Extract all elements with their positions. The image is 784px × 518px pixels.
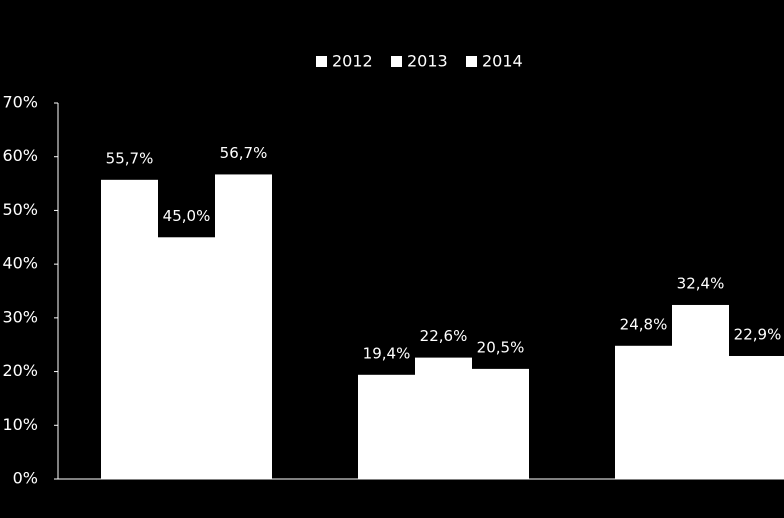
y-tick-label: 20% [2, 361, 38, 380]
value-label: 22,9% [734, 325, 782, 343]
y-tick-label: 70% [2, 93, 38, 112]
legend-swatch [391, 56, 402, 67]
value-label: 55,7% [106, 149, 154, 167]
bar [729, 355, 784, 479]
legend-swatch [466, 56, 477, 67]
bar [672, 304, 729, 479]
legend-label: 2013 [407, 52, 448, 71]
bar [215, 174, 272, 479]
value-label: 19,4% [363, 344, 411, 362]
y-tick-label: 60% [2, 146, 38, 165]
value-label: 56,7% [220, 144, 268, 162]
y-tick-label: 10% [2, 415, 38, 434]
bar [101, 179, 158, 479]
bar [415, 357, 472, 479]
y-tick-label: 0% [13, 469, 38, 488]
legend-label: 2012 [332, 52, 373, 71]
y-tick-label: 30% [2, 307, 38, 326]
value-label: 22,6% [420, 327, 468, 345]
value-label: 32,4% [677, 274, 725, 292]
value-label: 45,0% [163, 207, 211, 225]
bar [358, 374, 415, 479]
legend-label: 2014 [482, 52, 523, 71]
bar [615, 345, 672, 479]
value-label: 24,8% [620, 315, 668, 333]
bar [472, 368, 529, 479]
value-label: 20,5% [477, 338, 525, 356]
bar [158, 237, 215, 479]
y-tick-label: 40% [2, 254, 38, 273]
y-tick-label: 50% [2, 200, 38, 219]
legend-swatch [316, 56, 327, 67]
